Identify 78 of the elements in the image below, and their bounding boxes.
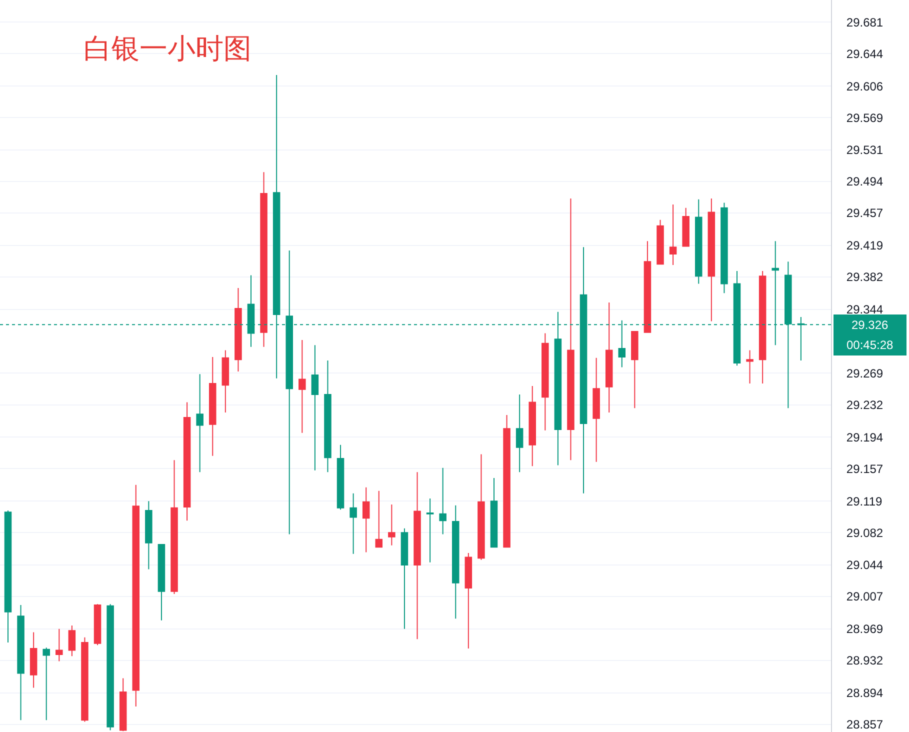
y-tick-label: 29.457 — [846, 206, 884, 220]
candlestick — [720, 202, 728, 294]
candlestick — [400, 528, 408, 630]
y-tick-label: 29.119 — [846, 494, 883, 508]
candlestick — [4, 510, 12, 644]
candlestick — [196, 374, 204, 473]
candlestick — [746, 350, 754, 384]
y-tick-label: 29.681 — [846, 15, 884, 30]
text: 白银一小时图 — [84, 33, 252, 64]
candlestick — [503, 414, 510, 548]
y-tick-label: 29.531 — [846, 143, 884, 158]
candlestick — [631, 330, 638, 409]
candlestick — [567, 198, 574, 461]
candlestick — [119, 678, 127, 732]
candlestick — [605, 302, 613, 413]
candlestick — [68, 624, 76, 657]
candlestick — [42, 647, 50, 721]
candlestick — [145, 500, 152, 570]
y-tick-label: 28.857 — [846, 718, 884, 732]
candlestick — [592, 357, 600, 462]
candlestick — [388, 504, 396, 546]
y-tick-label: 29.232 — [846, 398, 884, 412]
candlestick — [426, 498, 434, 563]
candlestick — [311, 344, 319, 471]
y-tick-label: 28.969 — [846, 622, 884, 636]
text: 00:45:28 — [846, 338, 894, 352]
candlestick — [452, 504, 460, 620]
y-tick-label: 29.269 — [846, 366, 884, 380]
candlestick — [324, 360, 332, 473]
ref-line-label: 29.326 — [851, 318, 889, 332]
candlestick — [336, 444, 344, 510]
candlestick — [260, 172, 268, 348]
candlestick — [298, 340, 306, 434]
candlestick — [644, 240, 652, 333]
candlestick — [490, 478, 498, 548]
candlestick — [656, 219, 664, 265]
candlestick — [56, 628, 63, 662]
candlestick — [234, 288, 242, 372]
y-tick-label: 29.344 — [846, 302, 884, 317]
y-tick-label: 29.382 — [846, 270, 884, 284]
candlestick — [708, 198, 716, 322]
candlestick — [222, 350, 230, 413]
candlestick — [362, 486, 370, 553]
y-tick-label: 28.894 — [846, 686, 884, 700]
y-tick-label: 29.606 — [846, 79, 884, 94]
candlestick — [132, 484, 140, 707]
candlestick — [414, 472, 421, 640]
y-tick-label: 29.157 — [846, 462, 884, 476]
candlestick — [17, 604, 24, 721]
candlestick — [106, 604, 114, 731]
candlestick — [94, 604, 102, 646]
candlestick — [464, 552, 472, 649]
candlestick — [682, 207, 690, 247]
candlestick — [439, 467, 446, 535]
candlestick — [350, 492, 357, 554]
candlestick — [158, 544, 166, 621]
y-tick-label: 29.644 — [846, 46, 884, 61]
y-tick-label: 29.082 — [846, 526, 884, 540]
candlestick — [694, 198, 702, 284]
candlestick — [758, 270, 766, 384]
candlestick — [170, 460, 178, 594]
y-tick-label: 29.007 — [846, 590, 884, 604]
y-tick-label: 29.194 — [846, 430, 884, 444]
candlestick — [30, 632, 38, 688]
y-tick-label: 29.419 — [846, 238, 884, 253]
candlestick — [208, 356, 216, 456]
y-tick-label: 28.932 — [846, 654, 884, 668]
candlestick — [669, 204, 677, 266]
y-tick-label: 29.044 — [846, 558, 884, 572]
candlestick — [528, 386, 536, 467]
y-tick-label: 29.494 — [846, 174, 884, 189]
candlestick — [81, 636, 88, 722]
y-tick-label: 29.569 — [846, 110, 884, 125]
candlestick — [478, 454, 485, 560]
candlestick — [516, 394, 524, 473]
candlestick — [375, 490, 383, 548]
candlestick — [542, 332, 549, 431]
candlestick — [183, 402, 191, 522]
